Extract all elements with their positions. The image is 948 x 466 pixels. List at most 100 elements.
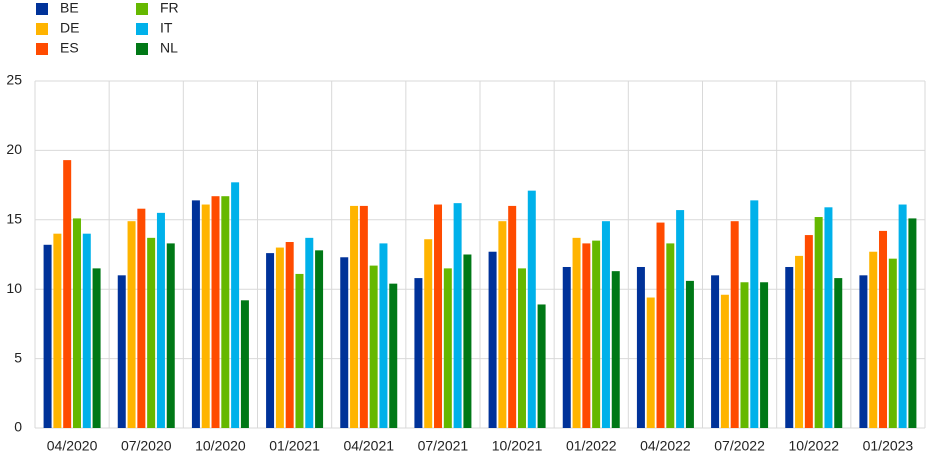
bar bbox=[488, 251, 497, 428]
x-tick-label: 01/2021 bbox=[269, 438, 320, 454]
legend-label: DE bbox=[60, 20, 79, 36]
bar bbox=[117, 275, 126, 428]
bar bbox=[611, 271, 620, 428]
legend-swatch bbox=[36, 23, 48, 35]
bar bbox=[582, 243, 591, 428]
bar bbox=[211, 196, 220, 428]
bar bbox=[898, 204, 907, 428]
bar bbox=[414, 278, 423, 428]
bar bbox=[537, 304, 546, 428]
bar bbox=[814, 217, 823, 428]
bar bbox=[908, 218, 917, 428]
bar bbox=[666, 243, 675, 428]
bar bbox=[92, 268, 101, 428]
bar bbox=[859, 275, 868, 428]
y-tick-label: 5 bbox=[14, 349, 22, 365]
legend-swatch bbox=[136, 23, 148, 35]
bar bbox=[201, 204, 210, 428]
bar bbox=[43, 244, 52, 428]
bar bbox=[137, 208, 146, 428]
bar bbox=[508, 205, 517, 428]
bar bbox=[63, 160, 72, 428]
bar bbox=[795, 255, 804, 428]
bar bbox=[785, 266, 794, 428]
x-tick-label: 07/2022 bbox=[714, 438, 765, 454]
bar bbox=[720, 294, 729, 428]
x-tick-label: 10/2020 bbox=[195, 438, 246, 454]
bar bbox=[295, 273, 304, 428]
bar bbox=[434, 204, 443, 428]
bar bbox=[305, 237, 314, 428]
bar bbox=[879, 230, 888, 428]
bar bbox=[72, 218, 81, 428]
bar bbox=[562, 266, 571, 428]
y-tick-label: 20 bbox=[6, 141, 22, 157]
bar bbox=[350, 205, 359, 428]
x-tick-label: 07/2020 bbox=[121, 438, 172, 454]
legend-label: BE bbox=[60, 0, 79, 16]
legend-label: IT bbox=[160, 20, 173, 36]
bar bbox=[359, 205, 368, 428]
x-tick-label: 04/2021 bbox=[343, 438, 394, 454]
x-tick-label: 01/2022 bbox=[566, 438, 617, 454]
bar bbox=[127, 221, 136, 428]
bar bbox=[315, 250, 324, 428]
bar bbox=[166, 243, 175, 428]
x-tick-label: 10/2021 bbox=[492, 438, 543, 454]
bar bbox=[730, 221, 739, 428]
bar bbox=[685, 280, 694, 428]
bar bbox=[156, 212, 165, 428]
y-tick-label: 0 bbox=[14, 419, 22, 435]
legend-swatch bbox=[136, 43, 148, 55]
bar bbox=[369, 265, 378, 428]
bar bbox=[740, 282, 749, 428]
bar bbox=[453, 203, 462, 428]
legend-label: ES bbox=[60, 40, 79, 56]
bar bbox=[285, 242, 294, 428]
bar bbox=[266, 253, 275, 428]
legend-label: FR bbox=[160, 0, 179, 16]
bar bbox=[53, 233, 62, 428]
legend-swatch bbox=[36, 43, 48, 55]
bar bbox=[517, 268, 526, 428]
x-tick-label: 01/2023 bbox=[863, 438, 914, 454]
x-tick-label: 07/2021 bbox=[418, 438, 469, 454]
bar bbox=[601, 221, 610, 428]
bar bbox=[221, 196, 230, 428]
bar bbox=[424, 239, 433, 428]
bar bbox=[888, 258, 897, 428]
legend-label: NL bbox=[160, 40, 178, 56]
x-tick-label: 04/2022 bbox=[640, 438, 691, 454]
y-tick-label: 10 bbox=[6, 280, 22, 296]
bar bbox=[231, 182, 240, 428]
bar bbox=[869, 251, 878, 428]
bar bbox=[834, 278, 843, 428]
bar bbox=[379, 243, 388, 428]
bar bbox=[711, 275, 720, 428]
bar bbox=[389, 283, 398, 428]
bar bbox=[527, 190, 536, 428]
bar bbox=[676, 210, 685, 428]
y-tick-label: 25 bbox=[6, 72, 22, 88]
legend-swatch bbox=[136, 3, 148, 15]
x-tick-label: 10/2022 bbox=[788, 438, 839, 454]
bar bbox=[804, 235, 813, 428]
bar bbox=[646, 297, 655, 428]
bar bbox=[750, 200, 759, 428]
y-tick-label: 15 bbox=[6, 211, 22, 227]
bar bbox=[572, 237, 581, 428]
bar bbox=[147, 237, 156, 428]
bar bbox=[340, 257, 349, 428]
bar bbox=[82, 233, 91, 428]
bar bbox=[760, 282, 769, 428]
legend-swatch bbox=[36, 3, 48, 15]
bar bbox=[463, 254, 472, 428]
x-tick-label: 04/2020 bbox=[47, 438, 98, 454]
bar bbox=[592, 240, 601, 428]
bar bbox=[240, 300, 249, 428]
bar bbox=[191, 200, 200, 428]
bar bbox=[443, 268, 452, 428]
bar bbox=[656, 222, 665, 428]
